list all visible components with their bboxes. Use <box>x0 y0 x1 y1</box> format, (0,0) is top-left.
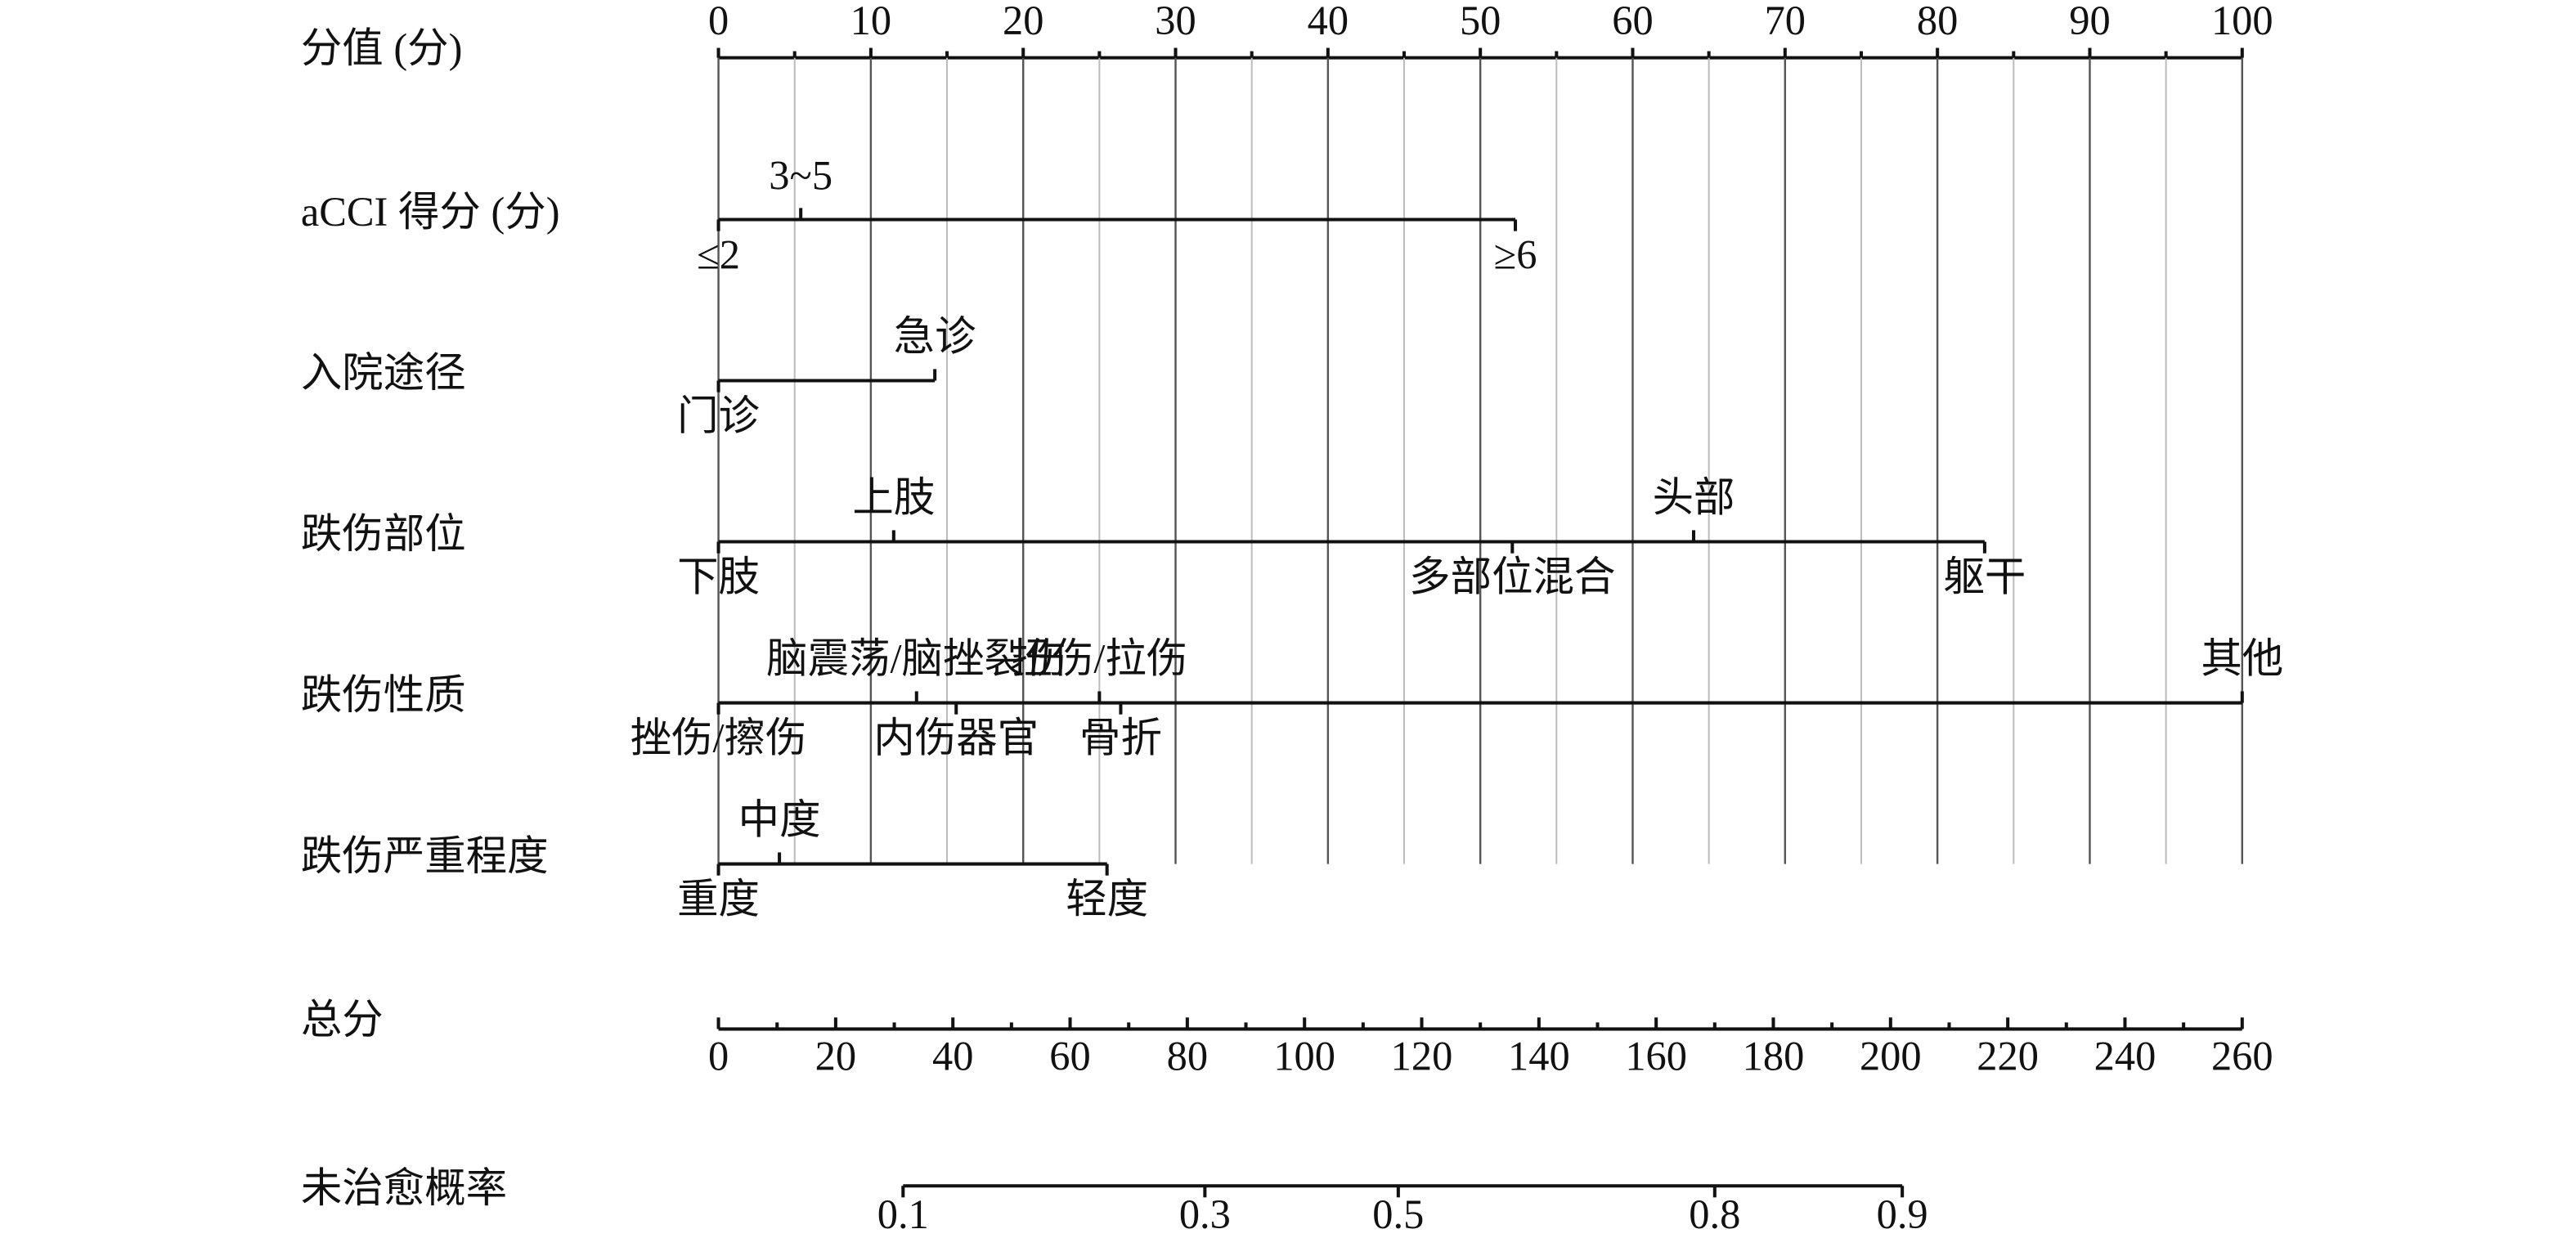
variable-name: 跌伤性质 <box>301 672 466 718</box>
x-tick-label: 80 <box>1917 0 1958 43</box>
x-tick-label: 0 <box>708 0 729 43</box>
level-label: 急诊 <box>894 314 976 360</box>
level-label: ≤2 <box>697 232 740 278</box>
x-tick-label: 220 <box>1977 1033 2039 1079</box>
level-label: 中度 <box>738 797 821 843</box>
level-label: 多部位混合 <box>1409 554 1615 600</box>
prob-tick-label: 0.5 <box>1372 1191 1424 1237</box>
axis-name: 分值 (分) <box>301 25 463 71</box>
level-label: 头部 <box>1653 475 1735 521</box>
x-tick-label: 60 <box>1049 1033 1090 1079</box>
level-label: 骨折 <box>1079 715 1162 761</box>
x-tick-label: 60 <box>1612 0 1653 43</box>
x-tick-label: 20 <box>815 1033 856 1079</box>
prob-tick-label: 0.8 <box>1689 1191 1740 1237</box>
axis-name: 未治愈概率 <box>301 1165 507 1211</box>
x-tick-label: 240 <box>2094 1033 2156 1079</box>
level-label: 其他 <box>2201 636 2283 682</box>
level-label: 3~5 <box>769 153 832 199</box>
level-label: 扭伤/拉伤 <box>1011 636 1187 682</box>
x-tick-label: 20 <box>1003 0 1043 43</box>
x-tick-label: 70 <box>1765 0 1806 43</box>
x-tick-label: 100 <box>2211 0 2273 43</box>
variable-name: aCCI 得分 (分) <box>301 189 560 235</box>
prob-tick-label: 0.3 <box>1179 1191 1231 1237</box>
level-label: 轻度 <box>1066 877 1148 922</box>
x-tick-label: 140 <box>1508 1033 1570 1079</box>
x-tick-label: 180 <box>1743 1033 1805 1079</box>
level-label: ≥6 <box>1494 232 1537 278</box>
variable-name: 跌伤严重程度 <box>301 833 549 879</box>
level-label: 挫伤/擦伤 <box>631 715 807 761</box>
x-tick-label: 50 <box>1460 0 1501 43</box>
x-tick-label: 40 <box>1308 0 1349 43</box>
level-label: 下肢 <box>677 554 760 600</box>
variable-name: 跌伤部位 <box>301 511 466 557</box>
x-tick-label: 200 <box>1860 1033 1922 1079</box>
x-tick-label: 260 <box>2211 1033 2273 1079</box>
prob-tick-label: 0.9 <box>1877 1191 1928 1237</box>
level-label: 内伤器官 <box>873 715 1039 761</box>
x-tick-label: 100 <box>1273 1033 1335 1079</box>
x-tick-label: 40 <box>932 1033 973 1079</box>
x-tick-label: 90 <box>2069 0 2110 43</box>
x-tick-label: 10 <box>850 0 891 43</box>
prob-tick-label: 0.1 <box>877 1191 929 1237</box>
axis-name: 总分 <box>301 997 384 1043</box>
x-tick-label: 80 <box>1167 1033 1208 1079</box>
level-label: 上肢 <box>852 475 935 521</box>
x-tick-label: 160 <box>1625 1033 1687 1079</box>
level-label: 脑震荡/脑挫裂伤 <box>766 636 1066 682</box>
level-label: 躯干 <box>1943 554 2026 600</box>
x-tick-label: 120 <box>1391 1033 1453 1079</box>
level-label: 门诊 <box>677 393 760 439</box>
x-tick-label: 0 <box>708 1033 729 1079</box>
x-tick-label: 30 <box>1155 0 1196 43</box>
level-label: 重度 <box>677 877 760 922</box>
variable-name: 入院途径 <box>301 350 466 396</box>
